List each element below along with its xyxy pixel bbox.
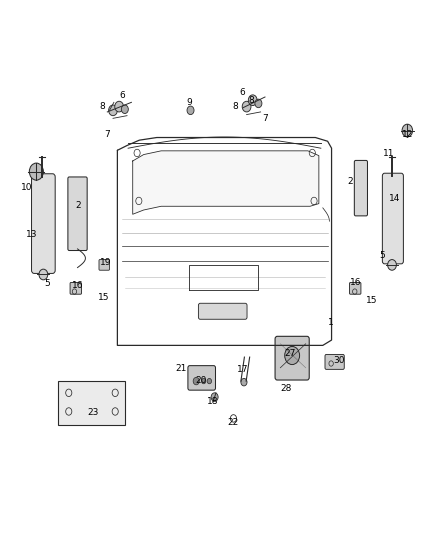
Circle shape: [29, 163, 43, 180]
Text: 7: 7: [104, 130, 110, 139]
FancyBboxPatch shape: [382, 173, 403, 264]
FancyBboxPatch shape: [32, 174, 55, 273]
Text: 18: 18: [207, 397, 218, 406]
Circle shape: [121, 105, 128, 114]
Circle shape: [248, 95, 257, 106]
Text: 28: 28: [280, 384, 292, 392]
Text: 9: 9: [187, 99, 193, 107]
Circle shape: [285, 346, 300, 365]
Circle shape: [109, 105, 117, 116]
Text: 12: 12: [402, 130, 413, 139]
Circle shape: [201, 378, 206, 384]
Text: 10: 10: [21, 183, 33, 192]
Circle shape: [187, 106, 194, 115]
FancyBboxPatch shape: [68, 177, 87, 251]
FancyBboxPatch shape: [198, 303, 247, 319]
FancyBboxPatch shape: [354, 160, 367, 216]
Text: 15: 15: [366, 296, 377, 304]
Bar: [58, 381, 125, 425]
Text: 27: 27: [285, 349, 296, 358]
Circle shape: [115, 101, 124, 112]
Circle shape: [211, 393, 218, 401]
Text: 8: 8: [248, 96, 254, 104]
Text: 2: 2: [75, 201, 81, 209]
Circle shape: [388, 260, 396, 270]
Circle shape: [193, 377, 199, 385]
Text: 14: 14: [389, 195, 400, 203]
Text: 19: 19: [100, 259, 112, 267]
FancyBboxPatch shape: [275, 336, 309, 380]
FancyBboxPatch shape: [70, 282, 81, 294]
FancyBboxPatch shape: [99, 260, 110, 270]
Text: 15: 15: [98, 293, 110, 302]
Text: 8: 8: [99, 102, 105, 111]
Text: 5: 5: [44, 279, 50, 288]
Circle shape: [255, 99, 262, 108]
Text: 1: 1: [328, 318, 334, 327]
Circle shape: [39, 269, 48, 280]
Text: 21: 21: [175, 365, 187, 373]
Text: 8: 8: [233, 102, 239, 111]
Text: 16: 16: [350, 278, 361, 287]
Polygon shape: [133, 151, 319, 214]
Text: 7: 7: [262, 114, 268, 123]
Text: 6: 6: [239, 88, 245, 97]
Circle shape: [242, 101, 251, 112]
Circle shape: [402, 124, 413, 137]
Text: 20: 20: [195, 376, 206, 384]
Text: 23: 23: [88, 408, 99, 416]
Text: 13: 13: [26, 230, 37, 239]
FancyBboxPatch shape: [188, 366, 215, 390]
Text: 22: 22: [228, 418, 239, 427]
FancyBboxPatch shape: [350, 282, 361, 294]
FancyBboxPatch shape: [325, 354, 344, 369]
Text: 6: 6: [119, 92, 125, 100]
Circle shape: [207, 378, 212, 384]
Text: 30: 30: [333, 357, 344, 365]
Circle shape: [241, 378, 247, 386]
Text: 17: 17: [237, 365, 248, 374]
Text: 16: 16: [72, 281, 84, 289]
Text: 2: 2: [348, 177, 353, 185]
Text: 11: 11: [383, 149, 395, 158]
Text: 5: 5: [379, 252, 385, 260]
